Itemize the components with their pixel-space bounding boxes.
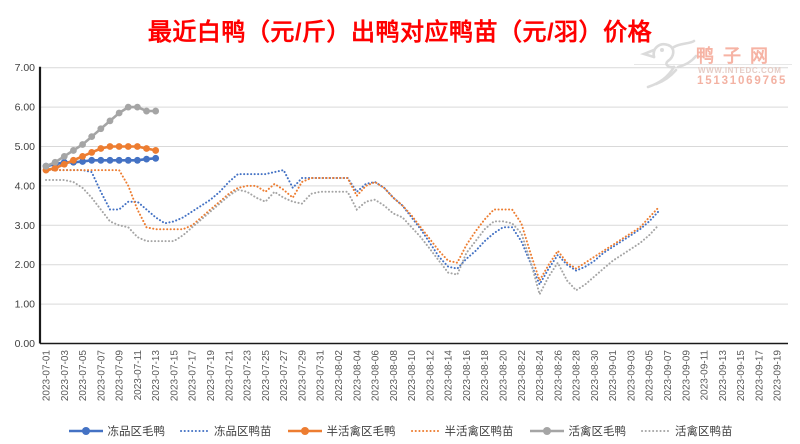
svg-text:2023-09-11: 2023-09-11 xyxy=(700,350,711,401)
svg-text:7.00: 7.00 xyxy=(15,62,36,74)
svg-text:2023-08-02: 2023-08-02 xyxy=(334,350,345,402)
svg-text:2023-07-23: 2023-07-23 xyxy=(243,350,254,402)
legend-label: 半活禽区毛鸭 xyxy=(326,426,396,438)
svg-text:2023-07-05: 2023-07-05 xyxy=(78,350,89,402)
svg-text:2023-07-03: 2023-07-03 xyxy=(60,350,71,402)
svg-text:2023-08-14: 2023-08-14 xyxy=(444,350,455,402)
legend-swatch-solid-blue-icon xyxy=(68,425,104,437)
svg-text:2023-08-18: 2023-08-18 xyxy=(480,350,491,402)
svg-text:2023-08-20: 2023-08-20 xyxy=(499,350,510,402)
legend-label: 冻品区毛鸭 xyxy=(107,426,166,438)
svg-text:2023-07-07: 2023-07-07 xyxy=(96,350,107,402)
svg-text:2023-08-28: 2023-08-28 xyxy=(572,350,583,402)
svg-text:2.00: 2.00 xyxy=(15,259,36,271)
svg-text:2023-07-31: 2023-07-31 xyxy=(316,350,327,402)
svg-text:2023-08-10: 2023-08-10 xyxy=(407,350,418,402)
legend-swatch-solid-orange-icon xyxy=(287,425,323,437)
svg-text:2023-08-24: 2023-08-24 xyxy=(535,350,546,402)
svg-text:2023-08-16: 2023-08-16 xyxy=(462,350,473,402)
svg-text:2023-08-04: 2023-08-04 xyxy=(352,350,363,402)
svg-text:2023-07-13: 2023-07-13 xyxy=(151,350,162,402)
svg-text:2023-08-08: 2023-08-08 xyxy=(389,350,400,402)
svg-text:2023-08-22: 2023-08-22 xyxy=(517,350,528,402)
svg-text:1.00: 1.00 xyxy=(15,299,36,311)
legend-item-frozen-area-duck: 冻品区毛鸭 xyxy=(68,423,166,439)
svg-text:2023-07-15: 2023-07-15 xyxy=(169,350,180,402)
svg-text:2023-08-06: 2023-08-06 xyxy=(371,350,382,402)
svg-text:2023-07-09: 2023-07-09 xyxy=(115,350,126,402)
svg-text:2023-08-12: 2023-08-12 xyxy=(425,350,436,402)
legend-item-live-area-duck: 活禽区毛鸭 xyxy=(529,423,627,439)
svg-text:2023-09-17: 2023-09-17 xyxy=(754,350,765,402)
legend-label: 活禽区鸭苗 xyxy=(675,426,733,438)
svg-text:2023-07-01: 2023-07-01 xyxy=(42,350,53,402)
legend-item-semilive-area-duckling: 半活禽区鸭苗 xyxy=(410,423,514,439)
svg-text:2023-09-19: 2023-09-19 xyxy=(773,350,784,402)
svg-text:2023-07-29: 2023-07-29 xyxy=(297,350,308,402)
legend-swatch-dotted-blue-icon xyxy=(180,425,210,437)
legend-label: 半活禽区鸭苗 xyxy=(444,426,514,438)
svg-text:2023-09-01: 2023-09-01 xyxy=(608,350,619,402)
chart-title: 最近白鸭（元/斤）出鸭对应鸭苗（元/羽）价格 xyxy=(147,19,653,46)
svg-text:0.00: 0.00 xyxy=(15,338,36,350)
svg-text:2023-08-30: 2023-08-30 xyxy=(590,350,601,402)
legend-item-semilive-area-duck: 半活禽区毛鸭 xyxy=(287,423,396,439)
svg-text:2023-07-27: 2023-07-27 xyxy=(279,350,290,402)
svg-text:2023-07-19: 2023-07-19 xyxy=(206,350,217,402)
svg-text:2023-09-09: 2023-09-09 xyxy=(681,350,692,402)
legend-swatch-solid-gray-icon xyxy=(529,425,565,437)
legend-item-frozen-area-duckling: 冻品区鸭苗 xyxy=(180,423,272,439)
svg-text:2023-07-21: 2023-07-21 xyxy=(224,350,235,402)
svg-text:2023-08-26: 2023-08-26 xyxy=(553,350,564,402)
svg-text:2023-07-11: 2023-07-11 xyxy=(133,350,144,401)
legend-swatch-dotted-orange-icon xyxy=(410,425,441,437)
svg-text:2023-09-07: 2023-09-07 xyxy=(663,350,674,402)
svg-text:2023-09-15: 2023-09-15 xyxy=(736,350,747,402)
svg-text:2023-07-17: 2023-07-17 xyxy=(188,350,199,402)
legend-label: 活禽区毛鸭 xyxy=(568,426,627,438)
svg-text:2023-07-25: 2023-07-25 xyxy=(261,350,272,402)
svg-text:5.00: 5.00 xyxy=(15,141,36,153)
svg-text:2023-09-05: 2023-09-05 xyxy=(645,350,656,402)
svg-text:2023-09-13: 2023-09-13 xyxy=(718,350,729,402)
svg-text:3.00: 3.00 xyxy=(15,220,36,232)
chart-legend: 冻品区毛鸭 冻品区鸭苗 半活禽区毛鸭 半活禽区鸭苗 活禽区毛鸭 活禽区鸭苗 xyxy=(0,423,800,439)
svg-text:4.00: 4.00 xyxy=(15,180,36,192)
svg-text:2023-09-03: 2023-09-03 xyxy=(626,350,637,402)
legend-label: 冻品区鸭苗 xyxy=(214,426,272,438)
legend-item-live-area-duckling: 活禽区鸭苗 xyxy=(641,423,733,439)
svg-text:6.00: 6.00 xyxy=(15,102,36,114)
legend-swatch-dotted-gray-icon xyxy=(641,425,671,437)
